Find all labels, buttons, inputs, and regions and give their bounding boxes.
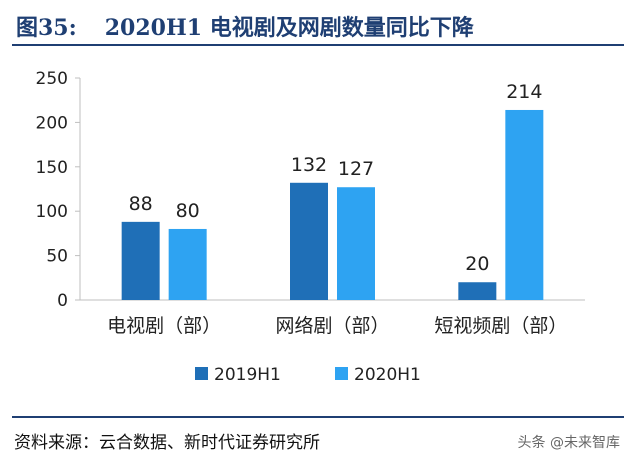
- bar-2020h1: [337, 187, 375, 300]
- data-label: 127: [338, 158, 374, 180]
- y-tick-label: 150: [36, 158, 68, 178]
- bar-2019h1: [458, 282, 497, 300]
- figure-title: 图35: 2020H1 电视剧及网剧数量同比下降: [16, 10, 474, 42]
- figure-header: 图35: 2020H1 电视剧及网剧数量同比下降: [12, 8, 624, 46]
- legend-swatch: [195, 367, 208, 380]
- legend-label: 2019H1: [214, 365, 281, 385]
- x-tick-label: 电视剧（部）: [107, 315, 221, 337]
- bar-2020h1: [505, 109, 544, 300]
- data-label: 214: [506, 81, 542, 103]
- data-label: 88: [129, 193, 153, 215]
- data-label: 132: [291, 154, 327, 176]
- data-label: 80: [176, 200, 200, 222]
- x-tick-label: 网络剧（部）: [275, 315, 389, 337]
- bar-2019h1: [290, 182, 328, 300]
- source-note: 资料来源：云合数据、新时代证券研究所: [14, 433, 320, 453]
- y-tick-label: 0: [57, 291, 68, 311]
- figure-title-text: 2020H1 电视剧及网剧数量同比下降: [104, 15, 474, 41]
- legend-swatch: [335, 367, 348, 380]
- y-tick-label: 50: [46, 247, 68, 267]
- y-tick-label: 250: [36, 69, 68, 89]
- legend-label: 2020H1: [354, 365, 421, 385]
- y-tick-label: 100: [36, 202, 68, 222]
- figure-label: 图35:: [16, 15, 77, 41]
- figure-footer: 资料来源：云合数据、新时代证券研究所 头条 @未来智库: [12, 416, 624, 466]
- y-tick-label: 200: [36, 113, 68, 133]
- watermark: 头条 @未来智库: [517, 435, 620, 451]
- bar-2019h1: [121, 221, 160, 300]
- bar-2020h1: [168, 228, 207, 300]
- data-label: 20: [465, 253, 489, 275]
- x-tick-label: 短视频剧（部）: [434, 315, 567, 337]
